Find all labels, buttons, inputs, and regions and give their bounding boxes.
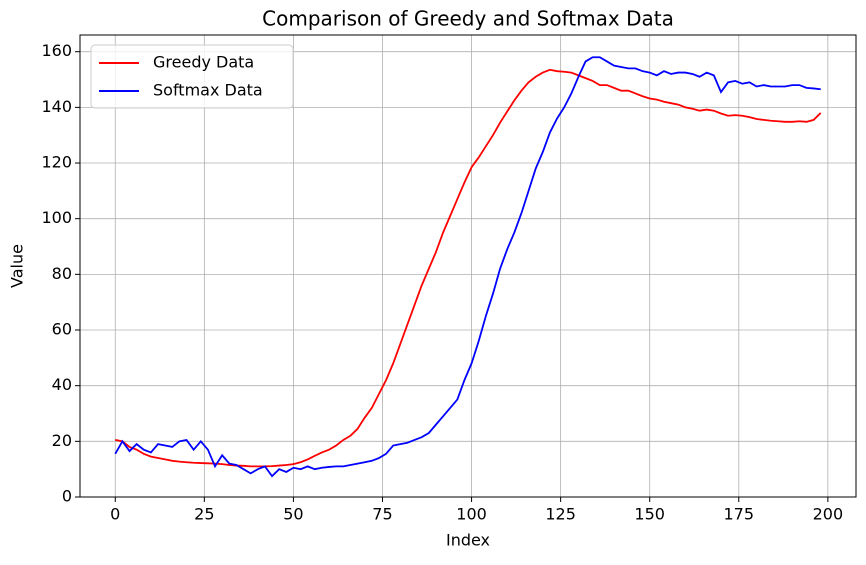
legend-label: Softmax Data — [153, 81, 263, 100]
y-tick-label: 100 — [41, 208, 72, 227]
data-line — [115, 68, 822, 468]
legend-label: Greedy Data — [153, 53, 254, 72]
x-tick-label: 150 — [634, 505, 665, 524]
x-tick-label: 125 — [545, 505, 576, 524]
x-tick-label: 100 — [456, 505, 487, 524]
data-line — [114, 56, 821, 478]
y-tick-label: 0 — [62, 487, 72, 506]
y-tick-label: 40 — [52, 375, 72, 394]
y-tick-label: 140 — [41, 97, 72, 116]
y-tick-label: 120 — [41, 153, 72, 172]
x-tick-label: 0 — [110, 505, 120, 524]
y-tick-label: 160 — [41, 41, 72, 60]
plot-frame — [79, 34, 857, 498]
x-tick-label: 75 — [372, 505, 392, 524]
x-tick-label: 200 — [813, 505, 844, 524]
y-axis-label: Value — [8, 244, 27, 288]
y-tick-label: 20 — [52, 431, 72, 450]
y-tick-label: 80 — [52, 264, 72, 283]
chart-title: Comparison of Greedy and Softmax Data — [262, 7, 674, 31]
y-tick-label: 60 — [52, 320, 72, 339]
legend-box — [90, 44, 294, 109]
x-tick-label: 50 — [283, 505, 303, 524]
x-axis-label: Index — [446, 531, 490, 550]
x-tick-label: 175 — [724, 505, 755, 524]
x-tick-label: 25 — [194, 505, 214, 524]
